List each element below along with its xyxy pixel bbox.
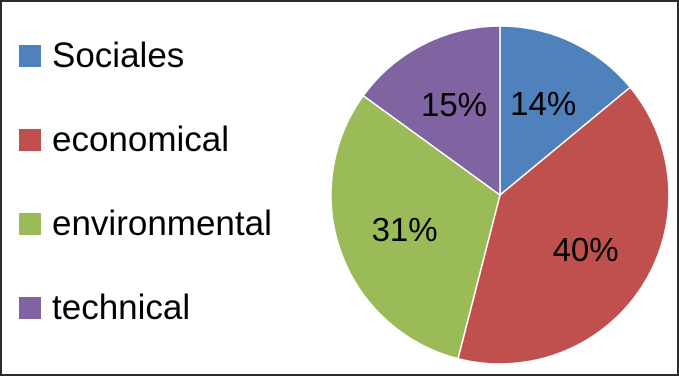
pie-slice-technical	[362, 25, 501, 197]
slice-label-technical: 15%	[421, 86, 487, 123]
slice-label-economical: 40%	[553, 231, 619, 268]
pie-chart: 14% 40% 31% 15%	[330, 25, 670, 365]
pie-slice-economical	[457, 86, 670, 365]
pie-slice-sociales	[499, 25, 632, 197]
slice-label-environmental: 31%	[372, 211, 438, 248]
slice-label-sociales: 14%	[510, 85, 576, 122]
legend-swatch-technical	[19, 297, 41, 319]
pie-slices	[330, 25, 670, 365]
legend-swatch-sociales	[19, 45, 41, 67]
legend-label-economical: economical	[52, 120, 230, 159]
legend-label-sociales: Sociales	[52, 36, 185, 75]
pie-slice-environmental	[330, 94, 501, 360]
legend-label-technical: technical	[52, 288, 191, 327]
legend-label-environmental: environmental	[52, 204, 272, 243]
legend-swatch-economical	[19, 129, 41, 151]
pie-slice-labels: 14% 40% 31% 15%	[372, 85, 619, 268]
legend-swatch-environmental	[19, 213, 41, 235]
